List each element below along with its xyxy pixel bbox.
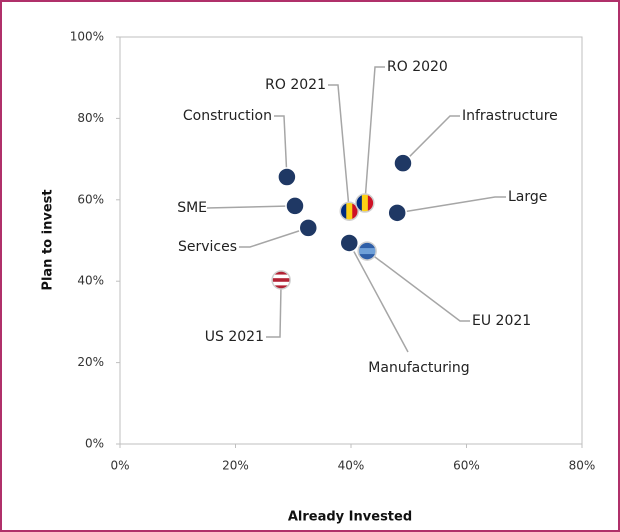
flag-stripe (358, 254, 377, 261)
point-label: Large (508, 189, 547, 205)
flag-stripe (358, 248, 377, 255)
flag-stripe (355, 194, 363, 213)
marker (387, 203, 407, 223)
point-label: US 2021 (205, 329, 264, 345)
point (277, 167, 297, 187)
point (355, 193, 375, 213)
y-axis-title: Plan to invest (41, 189, 56, 290)
y-tick-label: 80% (77, 111, 104, 125)
y-tick-label: 40% (77, 274, 104, 288)
leader-line (328, 84, 351, 212)
flag-stripe (352, 202, 359, 221)
marker (298, 218, 319, 238)
leader-line (397, 196, 506, 214)
leader-line (364, 66, 385, 204)
marker-ring (271, 270, 291, 290)
flag-stripe (340, 202, 347, 221)
x-axis-title: Already Invested (288, 510, 412, 525)
y-tick-label: 60% (77, 192, 104, 206)
point-label: Manufacturing (368, 360, 469, 376)
point (339, 201, 360, 221)
point (285, 196, 305, 216)
marker-ring (357, 241, 377, 261)
marker-ring (339, 201, 360, 221)
flag-stripe (367, 194, 374, 213)
marker (277, 167, 297, 187)
point-label: Services (178, 239, 237, 255)
flag-stripe (272, 274, 291, 279)
x-tick-label: 0% (110, 459, 129, 473)
point (271, 270, 291, 290)
x-tick-label: 40% (338, 459, 365, 473)
y-tick-label: 0% (85, 437, 104, 451)
leader-line (239, 227, 309, 248)
marker-ring (355, 193, 375, 213)
point-label: Infrastructure (462, 108, 558, 124)
x-tick-label: 80% (569, 459, 596, 473)
point (339, 233, 360, 253)
flag-stripe (272, 270, 291, 276)
point (298, 218, 319, 238)
flag-stripe (272, 281, 291, 286)
point-label: Construction (183, 108, 272, 124)
marker (285, 196, 305, 216)
point (357, 241, 377, 261)
y-tick-label: 100% (70, 30, 104, 44)
flag-stripe (361, 194, 369, 213)
x-tick-label: 20% (222, 459, 249, 473)
flag-stripe (346, 202, 353, 221)
leader-line (206, 205, 296, 209)
point-label: SME (177, 200, 207, 216)
point-label: RO 2020 (387, 59, 448, 75)
leader-line (402, 115, 460, 164)
marker (339, 233, 360, 253)
point (387, 203, 407, 223)
marker (393, 153, 413, 173)
y-tick-label: 20% (77, 355, 104, 369)
leader-line (366, 250, 470, 322)
leader-line (348, 242, 409, 353)
point-label: RO 2021 (265, 77, 326, 93)
flag-stripe (358, 242, 377, 249)
flag-stripe (272, 285, 291, 289)
leader-line (274, 115, 288, 178)
point-label: EU 2021 (472, 313, 531, 329)
leader-line (266, 279, 282, 338)
flag-stripe (272, 278, 291, 283)
x-tick-label: 60% (453, 459, 480, 473)
point (393, 153, 413, 173)
